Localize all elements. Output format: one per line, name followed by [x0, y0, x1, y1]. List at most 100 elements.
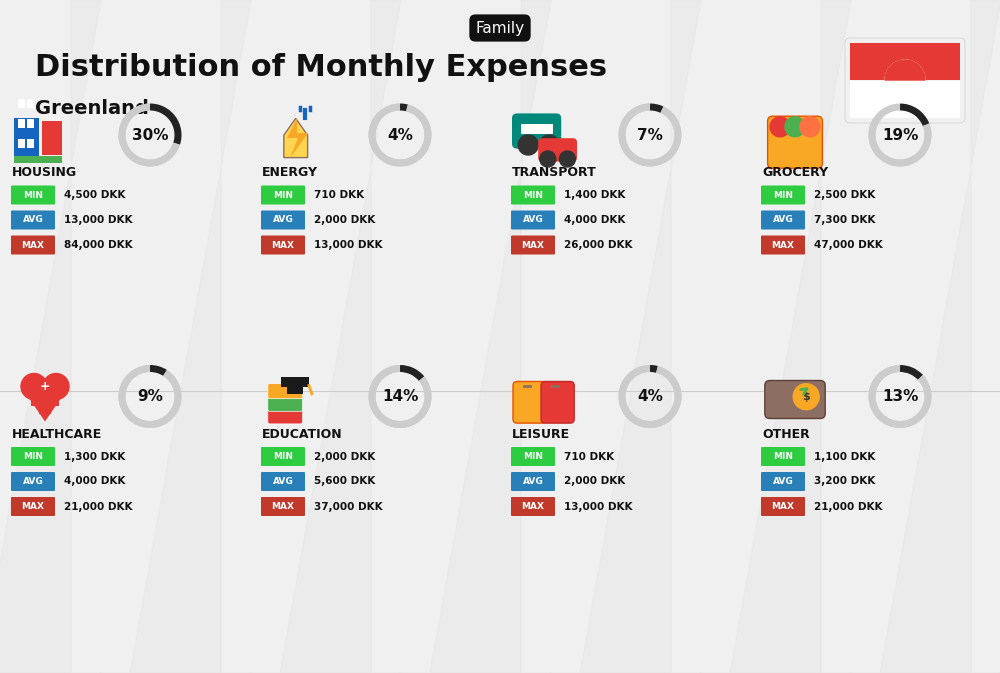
Text: 2,000 DKK: 2,000 DKK — [314, 215, 375, 225]
Text: 1,300 DKK: 1,300 DKK — [64, 452, 125, 462]
Text: 84,000 DKK: 84,000 DKK — [64, 240, 133, 250]
Circle shape — [21, 374, 47, 400]
FancyBboxPatch shape — [287, 384, 303, 394]
Text: MAX: MAX — [272, 502, 294, 511]
Text: 1,400 DKK: 1,400 DKK — [564, 190, 625, 200]
FancyBboxPatch shape — [268, 396, 303, 411]
FancyBboxPatch shape — [27, 139, 34, 148]
Text: LEISURE: LEISURE — [512, 428, 570, 441]
Text: TRANSPORT: TRANSPORT — [512, 166, 597, 180]
Text: GROCERY: GROCERY — [762, 166, 828, 180]
FancyBboxPatch shape — [18, 99, 25, 108]
FancyBboxPatch shape — [538, 138, 577, 162]
Text: MIN: MIN — [273, 452, 293, 461]
FancyBboxPatch shape — [268, 409, 303, 424]
Text: AVG: AVG — [23, 215, 43, 225]
FancyBboxPatch shape — [281, 377, 309, 387]
FancyBboxPatch shape — [261, 472, 305, 491]
Text: 37,000 DKK: 37,000 DKK — [314, 501, 383, 511]
Text: MIN: MIN — [23, 452, 43, 461]
Text: MAX: MAX — [21, 502, 44, 511]
Circle shape — [540, 151, 556, 167]
Text: MIN: MIN — [523, 190, 543, 199]
FancyBboxPatch shape — [511, 236, 555, 254]
Polygon shape — [21, 386, 69, 421]
Circle shape — [770, 117, 790, 137]
Text: AVG: AVG — [273, 215, 293, 225]
FancyBboxPatch shape — [761, 186, 805, 205]
FancyBboxPatch shape — [541, 124, 553, 134]
Text: 7,300 DKK: 7,300 DKK — [814, 215, 875, 225]
Text: AVG: AVG — [23, 477, 43, 486]
Text: $: $ — [802, 392, 810, 402]
Text: 4,500 DKK: 4,500 DKK — [64, 190, 125, 200]
Text: 710 DKK: 710 DKK — [314, 190, 364, 200]
Polygon shape — [284, 118, 308, 157]
Text: MAX: MAX — [522, 502, 544, 511]
Text: AVG: AVG — [773, 215, 793, 225]
Text: MIN: MIN — [773, 190, 793, 199]
Text: MAX: MAX — [772, 502, 794, 511]
Text: 4%: 4% — [387, 127, 413, 143]
Text: MAX: MAX — [21, 240, 44, 250]
FancyBboxPatch shape — [261, 211, 305, 229]
Circle shape — [539, 135, 559, 155]
FancyBboxPatch shape — [531, 124, 543, 134]
FancyBboxPatch shape — [845, 38, 965, 123]
Circle shape — [785, 117, 805, 137]
FancyBboxPatch shape — [31, 394, 59, 406]
FancyBboxPatch shape — [761, 497, 805, 516]
FancyBboxPatch shape — [513, 382, 546, 423]
Text: 13,000 DKK: 13,000 DKK — [564, 501, 633, 511]
FancyBboxPatch shape — [511, 447, 555, 466]
Text: 13,000 DKK: 13,000 DKK — [64, 215, 132, 225]
Text: 26,000 DKK: 26,000 DKK — [564, 240, 633, 250]
Circle shape — [559, 151, 575, 167]
Text: ENERGY: ENERGY — [262, 166, 318, 180]
Text: 13%: 13% — [882, 389, 918, 404]
Text: 2,000 DKK: 2,000 DKK — [314, 452, 375, 462]
FancyBboxPatch shape — [512, 113, 561, 149]
FancyBboxPatch shape — [511, 211, 555, 229]
Text: 47,000 DKK: 47,000 DKK — [814, 240, 883, 250]
FancyBboxPatch shape — [18, 139, 25, 148]
Text: 21,000 DKK: 21,000 DKK — [64, 501, 132, 511]
FancyBboxPatch shape — [261, 497, 305, 516]
Text: 21,000 DKK: 21,000 DKK — [814, 501, 883, 511]
Polygon shape — [885, 60, 925, 80]
Text: 5,600 DKK: 5,600 DKK — [314, 476, 375, 487]
Text: 2,000 DKK: 2,000 DKK — [564, 476, 625, 487]
Text: AVG: AVG — [523, 215, 543, 225]
FancyBboxPatch shape — [511, 497, 555, 516]
FancyBboxPatch shape — [27, 119, 34, 128]
Text: MAX: MAX — [522, 240, 544, 250]
FancyBboxPatch shape — [765, 380, 825, 419]
Text: MIN: MIN — [523, 452, 543, 461]
Text: OTHER: OTHER — [762, 428, 810, 441]
Text: Distribution of Monthly Expenses: Distribution of Monthly Expenses — [35, 53, 607, 83]
FancyBboxPatch shape — [541, 382, 574, 423]
FancyBboxPatch shape — [521, 124, 533, 134]
Text: 4%: 4% — [637, 389, 663, 404]
FancyBboxPatch shape — [761, 472, 805, 491]
FancyBboxPatch shape — [761, 211, 805, 229]
FancyBboxPatch shape — [761, 447, 805, 466]
FancyBboxPatch shape — [14, 156, 62, 163]
Text: MAX: MAX — [272, 240, 294, 250]
Text: 19%: 19% — [882, 127, 918, 143]
Text: 1,100 DKK: 1,100 DKK — [814, 452, 875, 462]
FancyBboxPatch shape — [11, 472, 55, 491]
Text: MAX: MAX — [772, 240, 794, 250]
Text: 13,000 DKK: 13,000 DKK — [314, 240, 382, 250]
Text: Greenland: Greenland — [35, 98, 149, 118]
FancyBboxPatch shape — [11, 447, 55, 466]
FancyBboxPatch shape — [261, 236, 305, 254]
Text: 7%: 7% — [637, 127, 663, 143]
Text: 710 DKK: 710 DKK — [564, 452, 614, 462]
Text: AVG: AVG — [273, 477, 293, 486]
Text: MIN: MIN — [773, 452, 793, 461]
Text: 9%: 9% — [137, 389, 163, 404]
FancyBboxPatch shape — [11, 236, 55, 254]
FancyBboxPatch shape — [850, 43, 960, 80]
FancyBboxPatch shape — [261, 186, 305, 205]
